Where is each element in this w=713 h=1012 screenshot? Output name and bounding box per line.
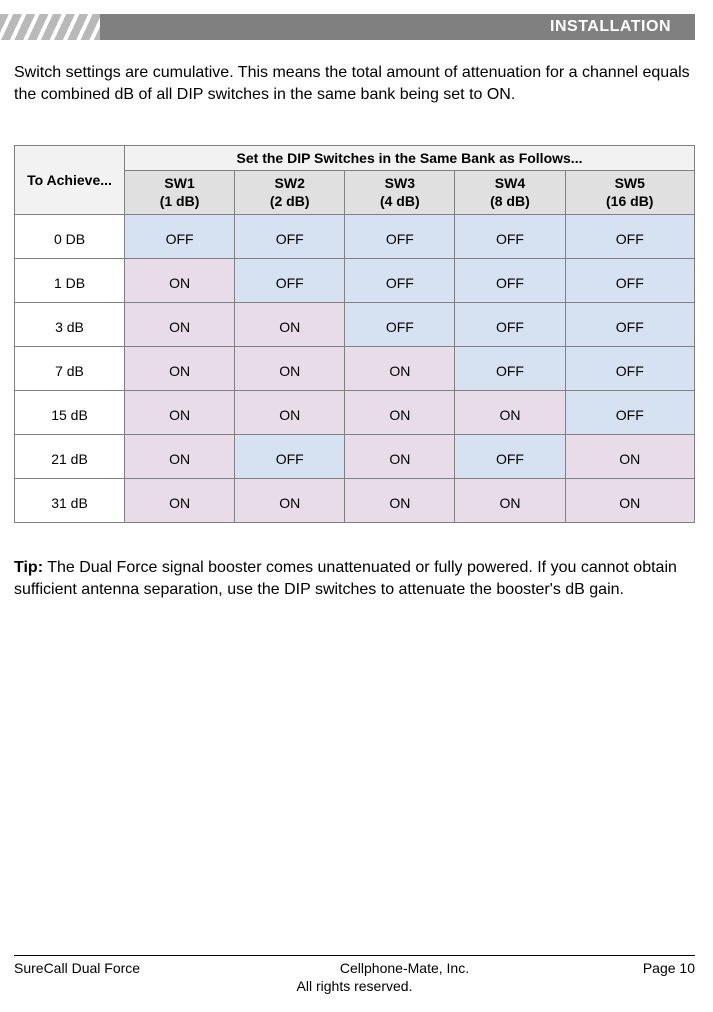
header-bar: INSTALLATION [0,14,713,40]
switch-cell: ON [345,435,455,479]
switch-cell: ON [345,391,455,435]
switch-cell: OFF [235,215,345,259]
to-achieve-label: To Achieve... [27,172,112,188]
switch-cell: OFF [565,391,695,435]
table-header-set: Set the DIP Switches in the Same Bank as… [125,146,695,171]
footer-right: Page 10 [595,960,695,976]
switch-cell: ON [455,479,565,523]
achieve-cell: 0 DB [15,215,125,259]
tip-label: Tip: [14,559,43,576]
achieve-cell: 7 dB [15,347,125,391]
table-row: 15 dBONONONONOFF [15,391,695,435]
switch-cell: OFF [345,259,455,303]
switch-cell: OFF [455,303,565,347]
table-row: 3 dBONONOFFOFFOFF [15,303,695,347]
table-col-sw2: SW2 (2 dB) [235,171,345,215]
switch-cell: OFF [345,303,455,347]
table-row: 7 dBONONONOFFOFF [15,347,695,391]
switch-cell: OFF [455,215,565,259]
sw4-db: (8 dB) [490,193,530,209]
switch-cell: ON [235,303,345,347]
sw1-label: SW1 [164,175,194,191]
sw2-label: SW2 [275,175,305,191]
switch-cell: ON [345,347,455,391]
switch-cell: ON [125,303,235,347]
dip-switch-table: To Achieve... Set the DIP Switches in th… [14,145,695,523]
switch-cell: ON [235,479,345,523]
switch-cell: ON [565,479,695,523]
footer-center: Cellphone-Mate, Inc. [214,960,595,976]
switch-cell: ON [125,259,235,303]
switch-cell: OFF [565,259,695,303]
page-root: INSTALLATION Switch settings are cumulat… [0,14,713,1012]
switch-cell: OFF [455,347,565,391]
table-header-to-achieve: To Achieve... [15,146,125,215]
table-row: 1 DBONOFFOFFOFFOFF [15,259,695,303]
sw3-db: (4 dB) [380,193,420,209]
table-row: 21 dBONOFFONOFFON [15,435,695,479]
table-body: 0 DBOFFOFFOFFOFFOFF1 DBONOFFOFFOFFOFF3 d… [15,215,695,523]
table-row: 0 DBOFFOFFOFFOFFOFF [15,215,695,259]
switch-cell: ON [345,479,455,523]
page-footer: SureCall Dual Force Cellphone-Mate, Inc.… [14,955,695,994]
switch-cell: ON [235,347,345,391]
header-decoration-stripes [0,14,100,40]
sw1-db: (1 dB) [160,193,200,209]
footer-left: SureCall Dual Force [14,960,214,976]
footer-row-2: All rights reserved. [14,978,695,994]
table-col-sw5: SW5 (16 dB) [565,171,695,215]
switch-cell: OFF [565,347,695,391]
switch-cell: ON [565,435,695,479]
header-right-gap [695,14,713,40]
table-col-sw1: SW1 (1 dB) [125,171,235,215]
switch-cell: OFF [345,215,455,259]
achieve-cell: 1 DB [15,259,125,303]
switch-cell: OFF [455,435,565,479]
achieve-cell: 3 dB [15,303,125,347]
content-area: Switch settings are cumulative. This mea… [0,40,713,600]
table-col-sw4: SW4 (8 dB) [455,171,565,215]
header-gray-bar: INSTALLATION [100,14,695,40]
section-title: INSTALLATION [550,18,671,36]
switch-cell: OFF [565,303,695,347]
switch-cell: OFF [455,259,565,303]
table-col-sw3: SW3 (4 dB) [345,171,455,215]
switch-cell: OFF [235,435,345,479]
achieve-cell: 31 dB [15,479,125,523]
achieve-cell: 15 dB [15,391,125,435]
sw3-label: SW3 [385,175,415,191]
table-row: 31 dBONONONONON [15,479,695,523]
switch-cell: ON [455,391,565,435]
intro-paragraph: Switch settings are cumulative. This mea… [14,62,695,105]
achieve-cell: 21 dB [15,435,125,479]
switch-cell: ON [125,435,235,479]
tip-paragraph: Tip: The Dual Force signal booster comes… [14,557,695,600]
switch-cell: ON [125,391,235,435]
switch-cell: OFF [565,215,695,259]
tip-text: The Dual Force signal booster comes unat… [14,559,677,598]
sw5-label: SW5 [615,175,645,191]
sw5-db: (16 dB) [606,193,653,209]
footer-row-1: SureCall Dual Force Cellphone-Mate, Inc.… [14,960,695,976]
sw4-label: SW4 [495,175,525,191]
switch-cell: OFF [235,259,345,303]
switch-cell: ON [125,479,235,523]
switch-cell: OFF [125,215,235,259]
switch-cell: ON [235,391,345,435]
sw2-db: (2 dB) [270,193,310,209]
switch-cell: ON [125,347,235,391]
